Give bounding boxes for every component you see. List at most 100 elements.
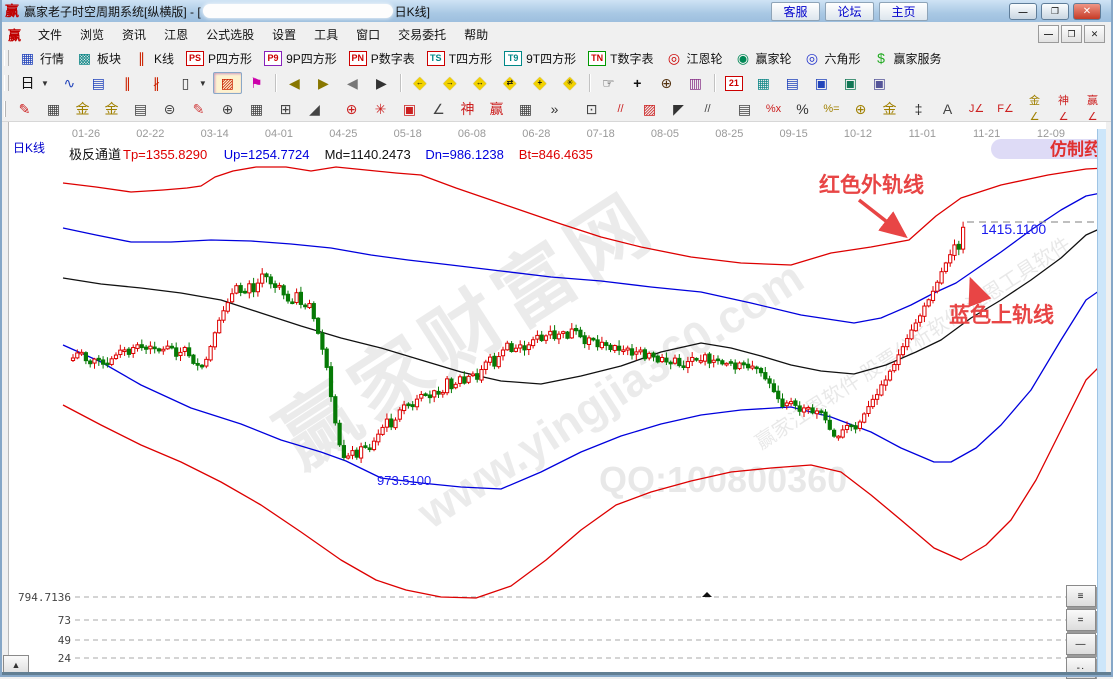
- gann-fan-button[interactable]: //: [606, 98, 635, 120]
- gold-line-button[interactable]: 金: [875, 98, 904, 120]
- box-select-button[interactable]: ⊡: [577, 98, 606, 120]
- stats-tool-button[interactable]: ▥: [681, 72, 710, 94]
- diamond-expand-all-button[interactable]: ◆ +: [525, 72, 555, 94]
- info-board-button[interactable]: ▤: [84, 72, 113, 94]
- menu-帮助[interactable]: 帮助: [464, 27, 489, 42]
- pc-browse-button[interactable]: ▣: [865, 72, 894, 94]
- line-style-button-1[interactable]: ≡: [1066, 585, 1096, 607]
- list-tool-button[interactable]: ▤: [730, 98, 759, 120]
- fan-grid-button[interactable]: ▨: [635, 98, 664, 120]
- t-square-button[interactable]: TS T四方形: [421, 47, 498, 70]
- slash-lines-button[interactable]: //: [693, 98, 722, 120]
- mdi-close-button[interactable]: ✕: [1084, 25, 1105, 43]
- mdi-minimize-button[interactable]: —: [1038, 25, 1059, 43]
- gold-circle-button[interactable]: ⊕: [846, 98, 875, 120]
- menu-窗口[interactable]: 窗口: [356, 27, 381, 42]
- measure-tool-button[interactable]: ∠: [424, 98, 453, 120]
- percent-line-button[interactable]: %=: [817, 98, 846, 120]
- circle-grid-button[interactable]: ⊕: [213, 98, 242, 120]
- diamond-right-button[interactable]: ◆ →: [435, 72, 465, 94]
- pen-tool-button[interactable]: ✎: [10, 98, 39, 120]
- period-dropdown-button[interactable]: 日 ▼: [13, 72, 55, 94]
- report-list-button[interactable]: ▤: [778, 72, 807, 94]
- minimize-button[interactable]: —: [1009, 3, 1037, 20]
- menu-设置[interactable]: 设置: [272, 27, 297, 42]
- nav-prev-button[interactable]: ◀: [338, 72, 367, 94]
- nav-next-button[interactable]: ▶: [367, 72, 396, 94]
- expand-panel-button[interactable]: ▲: [3, 655, 29, 674]
- mdi-restore-button[interactable]: ❐: [1061, 25, 1082, 43]
- p-square-button[interactable]: PS P四方形: [180, 47, 258, 70]
- close-button[interactable]: ✕: [1073, 3, 1101, 20]
- channel-tool-button[interactable]: ▨: [212, 72, 242, 94]
- menu-江恩[interactable]: 江恩: [164, 27, 189, 42]
- diamond-star-button[interactable]: ◆ ✳: [555, 72, 585, 94]
- wide-grid-button[interactable]: ▦: [511, 98, 540, 120]
- winner-wheel-button[interactable]: ◉ 赢家轮: [728, 47, 797, 70]
- hand-tool-button[interactable]: ☞: [594, 72, 623, 94]
- menu-交易委托[interactable]: 交易委托: [398, 27, 447, 42]
- sectors-button[interactable]: ▩ 板块: [70, 47, 127, 70]
- crosshair-tool-button[interactable]: +: [623, 72, 652, 94]
- 9p-square-button[interactable]: P9 9P四方形: [258, 47, 343, 70]
- trend-view-button[interactable]: ∿: [55, 72, 84, 94]
- flag-marker-button[interactable]: ⚑: [242, 72, 271, 94]
- diamond-left-button[interactable]: ◆ ←: [405, 72, 435, 94]
- menu-浏览[interactable]: 浏览: [80, 27, 105, 42]
- kline-style-dropdown-button[interactable]: ▯ ▼: [171, 72, 213, 94]
- 9t-square-button[interactable]: T9 9T四方形: [498, 47, 582, 70]
- hexagon-button[interactable]: ◎ 六角形: [798, 47, 867, 70]
- diamond-h-expand-button[interactable]: ◆ ↔: [465, 72, 495, 94]
- calculator-tool-button[interactable]: ▦: [749, 72, 778, 94]
- titlebar-link-1[interactable]: 客服: [771, 2, 820, 21]
- fan-solid-button[interactable]: ◤: [664, 98, 693, 120]
- shen-grid-button[interactable]: 神: [453, 98, 482, 120]
- gold-square-b-button[interactable]: 金: [97, 98, 126, 120]
- quotes-button[interactable]: ▦ 行情: [13, 47, 70, 70]
- angle-j-button[interactable]: J∠: [962, 98, 991, 120]
- pc-search-button[interactable]: ▣: [836, 72, 865, 94]
- ying-grid-button[interactable]: 赢: [482, 98, 511, 120]
- compass-circle-button[interactable]: ⊕: [337, 98, 366, 120]
- menu-公式选股[interactable]: 公式选股: [206, 27, 255, 42]
- angle-f-button[interactable]: F∠: [991, 98, 1020, 120]
- wheel-small-button[interactable]: ✳: [366, 98, 395, 120]
- kline-button[interactable]: ∥ K线: [127, 47, 180, 70]
- winner-service-button[interactable]: $ 赢家服务: [867, 47, 948, 70]
- nav-last-button[interactable]: ▶: [309, 72, 338, 94]
- restore-button[interactable]: ❐: [1041, 3, 1069, 20]
- brush-tool-button[interactable]: ✎: [184, 98, 213, 120]
- t-number-table-button[interactable]: TN T数字表: [582, 47, 659, 70]
- percent-del-button[interactable]: %x: [759, 98, 788, 120]
- zoom-tool-button[interactable]: ⊕: [652, 72, 681, 94]
- titlebar-link-2[interactable]: 论坛: [825, 2, 874, 21]
- p-number-table-button[interactable]: PN P数字表: [343, 47, 421, 70]
- line-style-button-2[interactable]: =: [1066, 609, 1096, 631]
- beam-tool-button[interactable]: ‡: [904, 98, 933, 120]
- menu-资讯[interactable]: 资讯: [122, 27, 147, 42]
- price-grid-button[interactable]: ▤: [126, 98, 155, 120]
- gann-grid-button[interactable]: ▦: [39, 98, 68, 120]
- gann-wheel-button[interactable]: ◎ 江恩轮: [659, 47, 728, 70]
- dense-grid-button[interactable]: ▦: [242, 98, 271, 120]
- menu-文件[interactable]: 文件: [38, 27, 63, 42]
- percent-tool-button[interactable]: %: [788, 98, 817, 120]
- angle-shen-button[interactable]: 神∠: [1049, 90, 1078, 128]
- titlebar-link-3[interactable]: 主页: [879, 2, 928, 21]
- diamond-h-shrink-button[interactable]: ◆ ⇄: [495, 72, 525, 94]
- angle-measure-button[interactable]: ◢: [300, 98, 329, 120]
- kline-small-button[interactable]: ∥: [113, 72, 142, 94]
- kline-merge-button[interactable]: ∦: [142, 72, 171, 94]
- vertical-scrollbar[interactable]: [1097, 129, 1106, 672]
- calendar-tool-button[interactable]: 21: [719, 73, 749, 94]
- nav-first-button[interactable]: ◀: [280, 72, 309, 94]
- a-grid-button[interactable]: A: [933, 98, 962, 120]
- arc-grid-button[interactable]: ⊜: [155, 98, 184, 120]
- square-red-button[interactable]: ▣: [395, 98, 424, 120]
- more-tools-chevron-button[interactable]: »: [540, 98, 569, 120]
- menu-工具[interactable]: 工具: [314, 27, 339, 42]
- line-style-button-3[interactable]: —: [1066, 633, 1096, 655]
- angle-gold-button[interactable]: 金∠: [1020, 90, 1049, 128]
- angle-ying-button[interactable]: 赢∠: [1078, 90, 1107, 128]
